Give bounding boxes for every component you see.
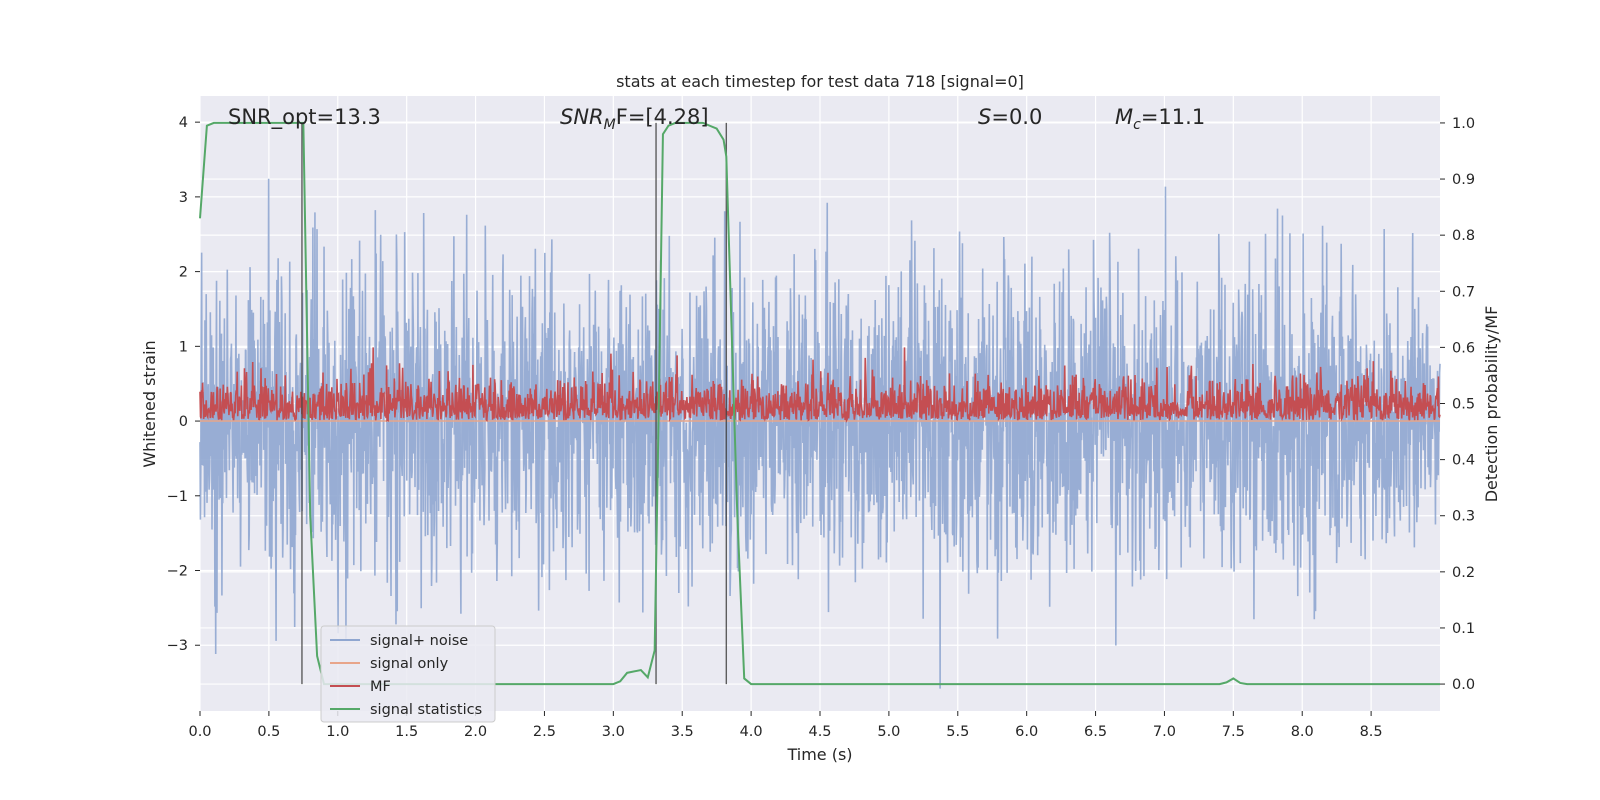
x-tick-label: 2.5 [533, 724, 556, 740]
snr-mf-sub: M [604, 117, 616, 133]
x-tick-label: 1.5 [395, 724, 418, 740]
y-left-tick-label: 2 [179, 265, 188, 281]
annotation-mc: Mc=11.1 [1115, 105, 1205, 133]
y-right-axis-label: Detection probability/MF [1482, 306, 1501, 503]
y-left-tick-label: −2 [167, 564, 188, 580]
y-right-tick-label: 0.5 [1452, 397, 1475, 413]
y-right-tick-label: 0.0 [1452, 677, 1475, 693]
y-right-tick-label: 0.8 [1452, 228, 1475, 244]
x-tick-label: 4.0 [740, 724, 763, 740]
y-right-tick-label: 0.3 [1452, 509, 1475, 525]
x-tick-label: 0.0 [188, 724, 211, 740]
legend-label-signal-only: signal only [370, 656, 449, 672]
y-left-tick-label: 3 [179, 190, 188, 206]
x-tick-label: 4.5 [808, 724, 831, 740]
y-right-tick-label: 0.7 [1452, 284, 1475, 300]
y-left-tick-label: 0 [179, 414, 188, 430]
signal-noise-series [199, 178, 1441, 689]
annotation-s: S=0.0 [978, 105, 1042, 129]
x-ticks: 0.0 0.5 1.0 1.5 2.0 2.5 3.0 3.5 4.0 4.5 5.0 5.5 6.0 6… [188, 711, 1383, 740]
x-tick-label: 6.0 [1015, 724, 1038, 740]
legend-label-mf: MF [370, 679, 391, 695]
y-right-tick-label: 0.2 [1452, 565, 1475, 581]
mf-line [199, 347, 1441, 424]
s-tail: =0.0 [991, 105, 1042, 129]
mf-series [199, 347, 1441, 424]
signal-noise-line [199, 178, 1441, 689]
s-main: S [978, 105, 991, 129]
y-left-ticks: −3 −2 −1 0 1 2 3 4 [167, 115, 200, 654]
y-left-tick-label: −1 [167, 489, 188, 505]
y-left-tick-label: −3 [167, 638, 188, 654]
y-right-ticks: 0.0 0.1 0.2 0.3 0.4 0.5 0.6 0.7 0.8 0.9 1.0 [1440, 116, 1475, 693]
y-right-tick-label: 0.9 [1452, 172, 1475, 188]
x-tick-label: 3.5 [671, 724, 694, 740]
y-right-tick-label: 1.0 [1452, 116, 1475, 132]
y-right-tick-label: 0.4 [1452, 453, 1475, 469]
x-tick-label: 6.5 [1084, 724, 1107, 740]
x-tick-label: 8.0 [1291, 724, 1314, 740]
y-left-tick-label: 1 [179, 339, 188, 355]
signal-statistics-line [199, 121, 1440, 686]
x-tick-label: 2.0 [464, 724, 487, 740]
x-tick-label: 7.5 [1222, 724, 1245, 740]
snr-mf-tail: F=[4.28] [616, 105, 709, 129]
y-right-tick-label: 0.6 [1452, 340, 1475, 356]
legend-box [320, 625, 496, 723]
mc-sub: c [1133, 117, 1141, 133]
x-tick-label: 1.0 [326, 724, 349, 740]
x-tick-label: 7.0 [1153, 724, 1176, 740]
x-tick-label: 3.0 [602, 724, 625, 740]
y-left-axis-label: Whitened strain [140, 340, 159, 467]
snr-mf-main: SNR [560, 105, 604, 129]
legend-label-noise: signal+ noise [370, 633, 468, 649]
annotation-snr-opt: SNR_opt=13.3 [228, 105, 381, 130]
x-tick-label: 8.5 [1360, 724, 1383, 740]
x-axis-label: Time (s) [786, 745, 852, 764]
mc-tail: =11.1 [1141, 105, 1205, 129]
x-tick-label: 5.0 [877, 724, 900, 740]
annotation-snr-mf: SNRMF=[4.28] [560, 105, 709, 133]
legend-label-signal-statistics: signal statistics [370, 702, 482, 718]
x-tick-label: 5.5 [946, 724, 969, 740]
x-tick-label: 0.5 [257, 724, 280, 740]
y-right-tick-label: 0.1 [1452, 621, 1475, 637]
mc-main: M [1115, 105, 1133, 129]
chart-title: stats at each timestep for test data 718… [616, 72, 1024, 91]
signal-statistics-series [199, 121, 1440, 686]
y-left-tick-label: 4 [179, 115, 188, 131]
legend: signal+ noise signal only MF signal stat… [320, 625, 496, 723]
